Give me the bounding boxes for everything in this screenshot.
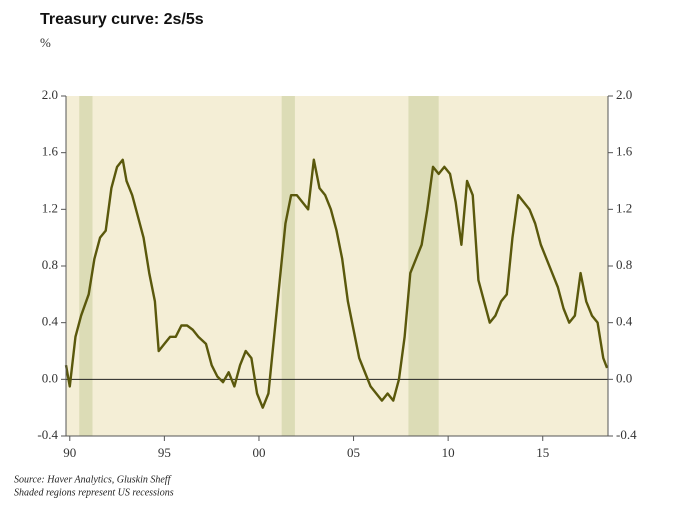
y2-tick-label: 1.6 [616,144,633,159]
source-note: Source: Haver Analytics, Gluskin Sheff [14,474,172,485]
y-tick-label: 0.8 [42,257,58,272]
recession-band [79,96,93,436]
y-tick-label: 0.4 [42,314,59,329]
y-tick-label: 1.2 [42,200,58,215]
x-tick-label: 15 [536,445,549,460]
chart-title: Treasury curve: 2s/5s [40,11,204,28]
y2-tick-label: -0.4 [616,427,637,442]
y-tick-label: 2.0 [42,87,58,102]
y2-tick-label: 0.8 [616,257,632,272]
x-tick-label: 90 [63,445,76,460]
y-tick-label: 1.6 [42,144,59,159]
x-tick-label: 00 [252,445,265,460]
recession-band [281,96,295,436]
y2-tick-label: 0.4 [616,314,633,329]
x-tick-label: 95 [158,445,171,460]
line-series [64,158,609,409]
y2-tick-label: 0.0 [616,370,632,385]
x-tick-label: 05 [347,445,360,460]
y-tick-label: -0.4 [37,427,58,442]
unit-label: % [40,35,51,50]
y2-tick-label: 2.0 [616,87,632,102]
y2-tick-label: 1.2 [616,200,632,215]
y-tick-label: 0.0 [42,370,58,385]
x-tick-label: 10 [442,445,455,460]
recession-note: Shaded regions represent US recessions [14,487,174,498]
